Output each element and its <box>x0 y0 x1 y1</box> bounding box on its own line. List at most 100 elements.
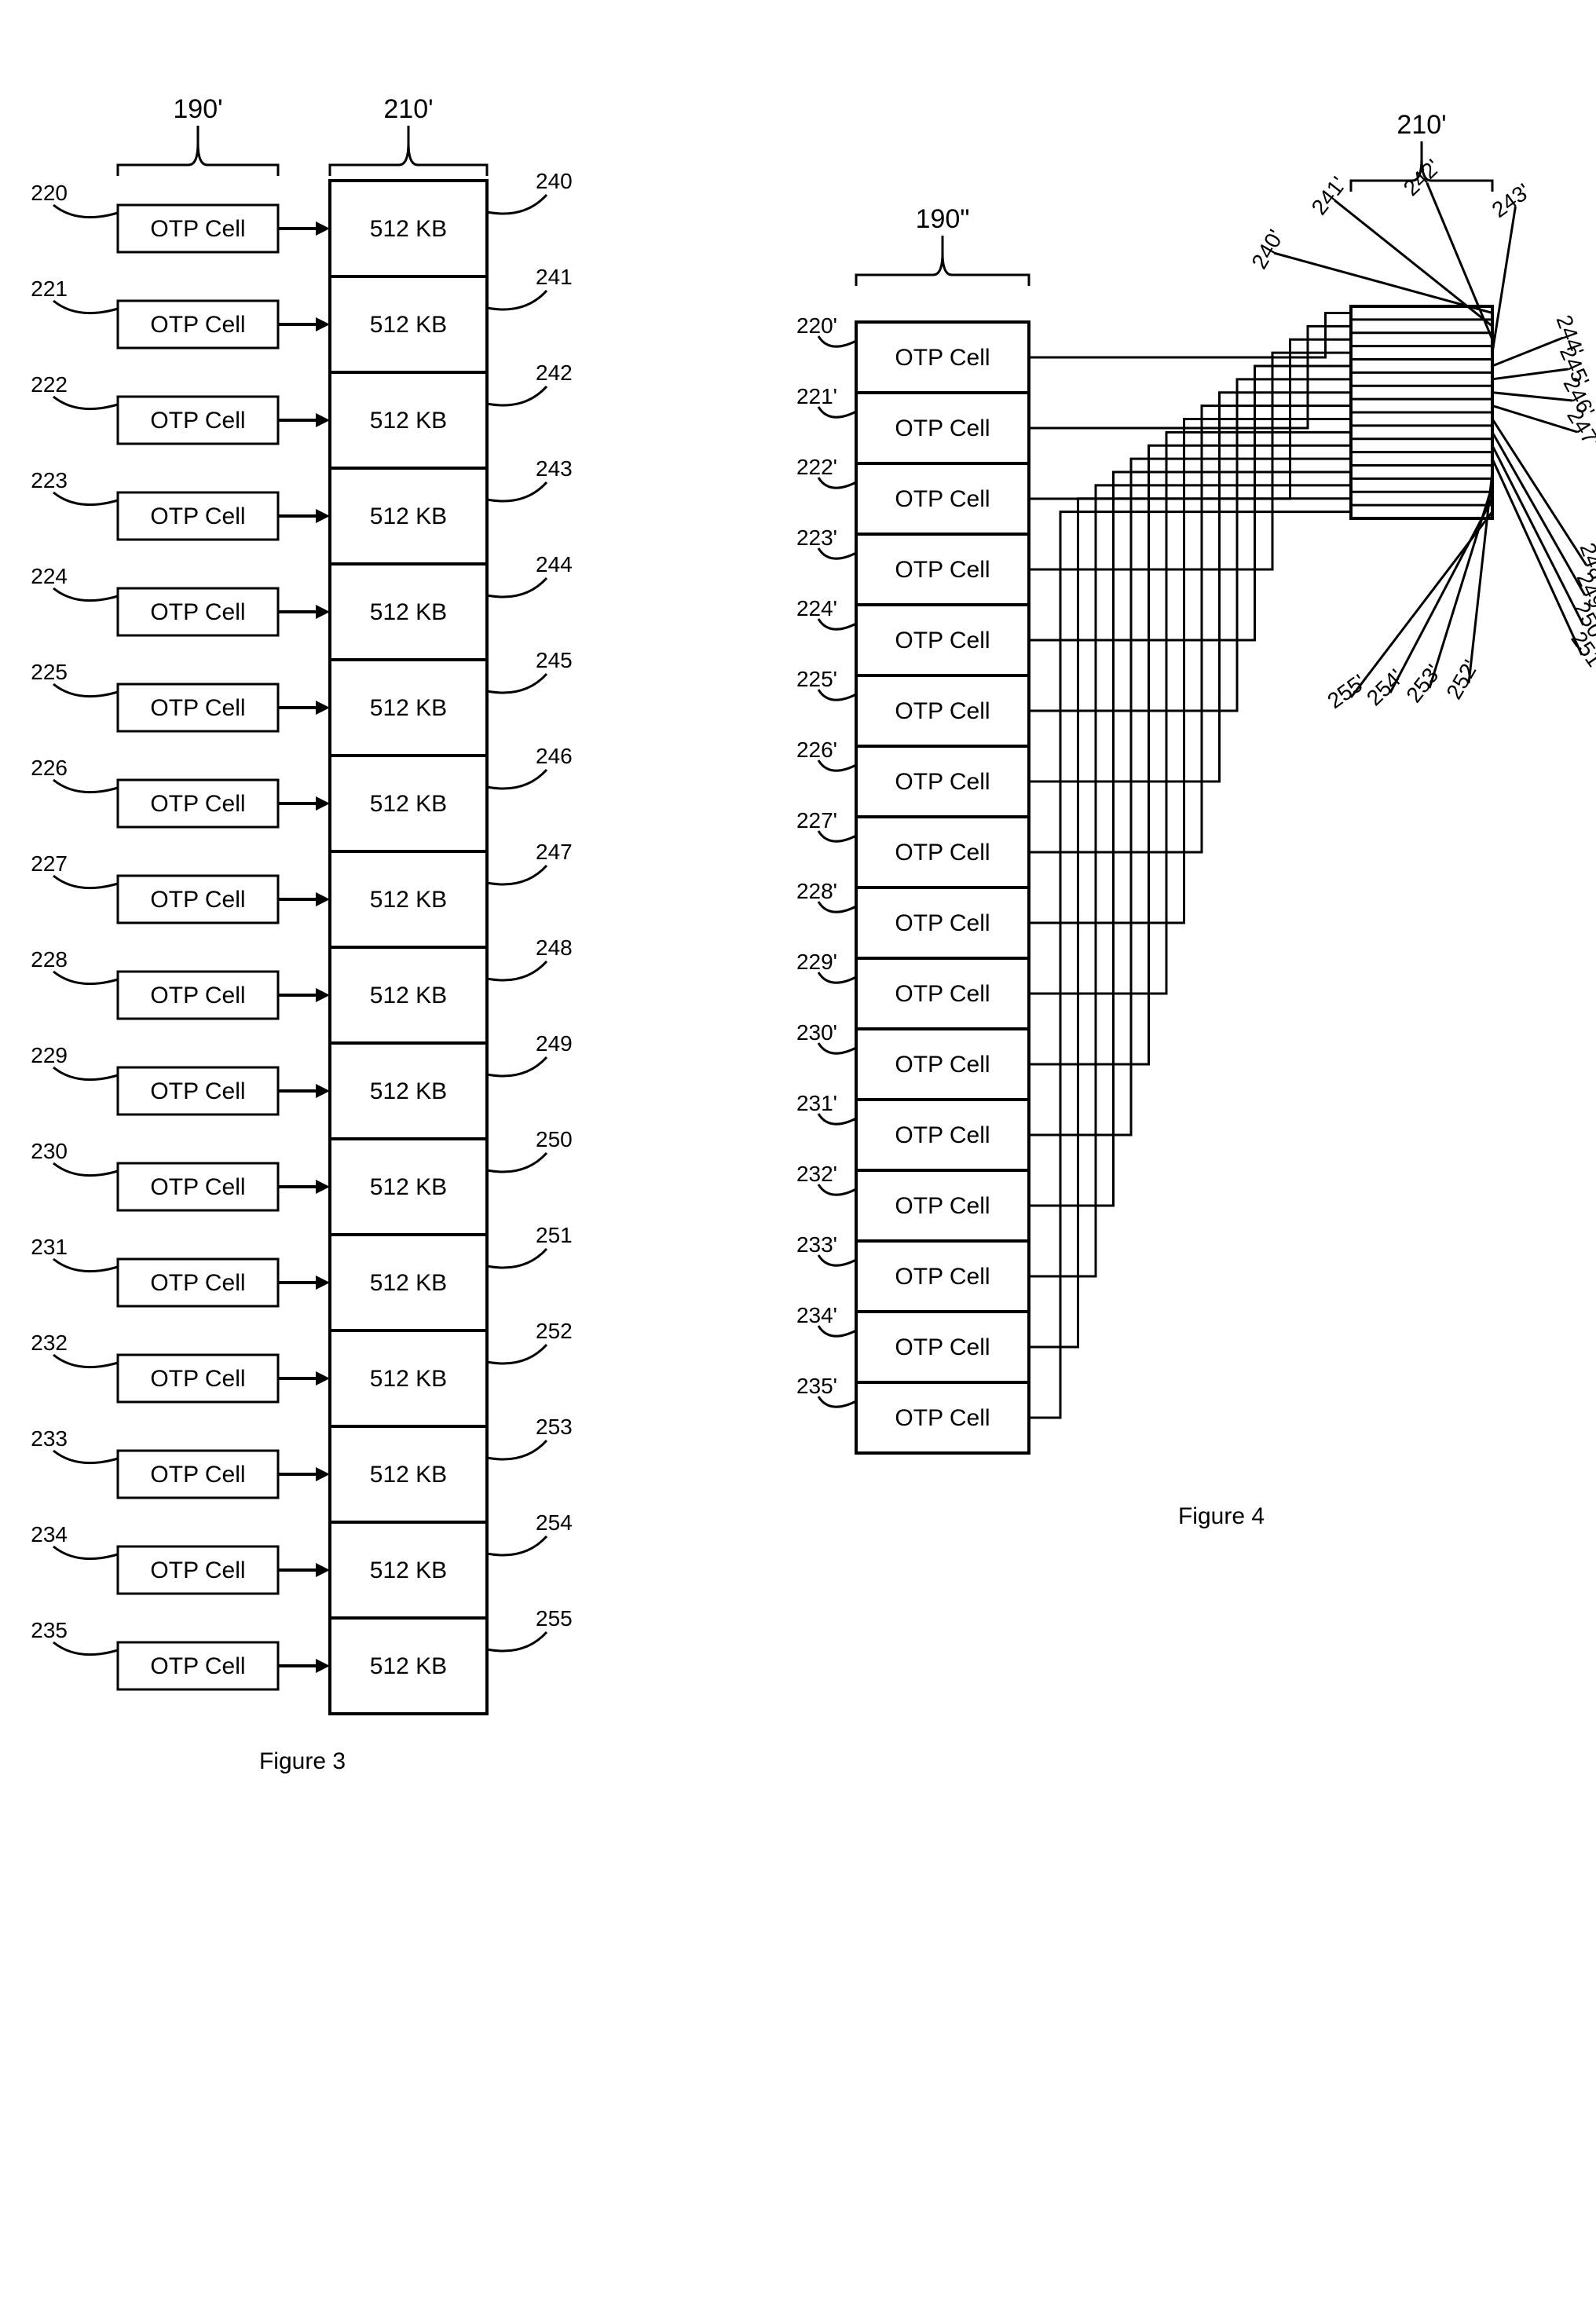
ref-number: 222' <box>796 455 837 479</box>
group-ref: 210' <box>1396 110 1446 140</box>
ref-number: 242 <box>536 361 573 385</box>
memory-block-label: 512 KB <box>370 695 447 721</box>
ref-lead <box>1492 207 1515 353</box>
ref-number: 240 <box>536 169 573 193</box>
arrow-head <box>316 988 330 1002</box>
otp-cell-label: OTP Cell <box>895 415 990 441</box>
ref-number: 224 <box>31 564 68 588</box>
brace <box>330 143 487 176</box>
memory-block-label: 512 KB <box>370 983 447 1008</box>
otp-cell-label: OTP Cell <box>150 599 245 625</box>
route-line <box>1029 499 1351 1347</box>
ref-number: 220 <box>31 181 68 205</box>
ref-lead <box>487 1632 547 1651</box>
ref-lead <box>53 1355 118 1367</box>
ref-number: 253 <box>536 1415 573 1439</box>
memory-block-label: 512 KB <box>370 1653 447 1679</box>
ref-number: 229 <box>31 1043 68 1067</box>
arrow-head <box>316 317 330 331</box>
ref-number: 225 <box>31 660 68 684</box>
otp-cell-label: OTP Cell <box>895 1264 990 1290</box>
ref-lead <box>53 684 118 697</box>
ref-number: 252' <box>1441 656 1483 704</box>
ref-number: 220' <box>796 313 837 338</box>
otp-cell-label: OTP Cell <box>895 698 990 724</box>
ref-lead <box>1492 432 1585 595</box>
ref-number: 235' <box>796 1374 837 1398</box>
ref-number: 254 <box>536 1510 573 1535</box>
otp-cell-label: OTP Cell <box>150 1174 245 1200</box>
ref-lead <box>1492 393 1572 401</box>
group-ref: 190' <box>173 94 222 124</box>
ref-number: 234 <box>31 1522 68 1546</box>
otp-cell-label: OTP Cell <box>150 1366 245 1392</box>
otp-cell-label: OTP Cell <box>895 1193 990 1219</box>
arrow-head <box>316 1563 330 1577</box>
ref-lead <box>53 1259 118 1272</box>
ref-number: 222 <box>31 372 68 397</box>
memory-block-label: 512 KB <box>370 1366 447 1392</box>
otp-cell-label: OTP Cell <box>150 1270 245 1296</box>
figure-title: Figure 4 <box>1178 1503 1265 1529</box>
ref-number: 233 <box>31 1426 68 1451</box>
otp-cell-label: OTP Cell <box>150 983 245 1008</box>
arrow-head <box>316 221 330 236</box>
ref-number: 223' <box>796 525 837 550</box>
ref-number: 231' <box>796 1091 837 1115</box>
otp-cell-label: OTP Cell <box>895 981 990 1007</box>
ref-number: 232' <box>796 1162 837 1186</box>
memory-block-label: 512 KB <box>370 408 447 434</box>
arrow-head <box>316 1371 330 1385</box>
ref-lead <box>487 866 547 884</box>
ref-number: 233' <box>796 1232 837 1257</box>
group-ref: 210' <box>383 94 433 124</box>
ref-lead <box>53 972 118 984</box>
ref-lead <box>487 961 547 980</box>
otp-cell-label: OTP Cell <box>895 769 990 795</box>
ref-number: 248 <box>536 935 573 960</box>
memory-block-label: 512 KB <box>370 1557 447 1583</box>
ref-number: 253' <box>1401 660 1445 707</box>
otp-cell-label: OTP Cell <box>150 312 245 338</box>
ref-number: 231 <box>31 1235 68 1259</box>
ref-number: 241' <box>1307 172 1351 219</box>
memory-block-label: 512 KB <box>370 1462 447 1488</box>
ref-number: 228' <box>796 879 837 903</box>
ref-number: 229' <box>796 950 837 974</box>
ref-lead <box>487 1249 547 1268</box>
ref-lead <box>53 876 118 888</box>
ref-number: 227 <box>31 851 68 876</box>
ref-number: 225' <box>796 667 837 691</box>
ref-lead <box>487 291 547 309</box>
ref-lead <box>487 386 547 405</box>
ref-number: 251 <box>536 1223 573 1247</box>
memory-block-label: 512 KB <box>370 791 447 817</box>
otp-cell-label: OTP Cell <box>150 695 245 721</box>
otp-cell-label: OTP Cell <box>150 1653 245 1679</box>
ref-lead <box>53 1642 118 1655</box>
otp-cell-label: OTP Cell <box>895 1052 990 1078</box>
ref-lead <box>487 1057 547 1076</box>
ref-number: 228 <box>31 947 68 972</box>
arrow-head <box>316 796 330 811</box>
ref-number: 223 <box>31 468 68 492</box>
ref-number: 240' <box>1246 225 1288 273</box>
ref-lead <box>53 301 118 313</box>
memory-block-label: 512 KB <box>370 1270 447 1296</box>
diagram-canvas: 190' 210' 512 KB 512 KB 512 KB 512 KB 512 KB 51… <box>16 16 1596 2290</box>
ref-lead <box>487 578 547 597</box>
ref-number: 221 <box>31 276 68 301</box>
ref-number: 241 <box>536 265 573 289</box>
ref-number: 234' <box>796 1303 837 1327</box>
ref-lead <box>53 1451 118 1463</box>
ref-lead <box>53 1163 118 1176</box>
otp-cell-label: OTP Cell <box>150 1557 245 1583</box>
ref-number: 249 <box>536 1031 573 1056</box>
figure-title: Figure 3 <box>259 1748 346 1774</box>
ref-lead <box>487 195 547 214</box>
otp-cell-label: OTP Cell <box>895 486 990 512</box>
otp-cell-label: OTP Cell <box>150 1462 245 1488</box>
arrow-head <box>316 701 330 715</box>
ref-number: 226' <box>796 738 837 762</box>
ref-number: 247 <box>536 840 573 864</box>
